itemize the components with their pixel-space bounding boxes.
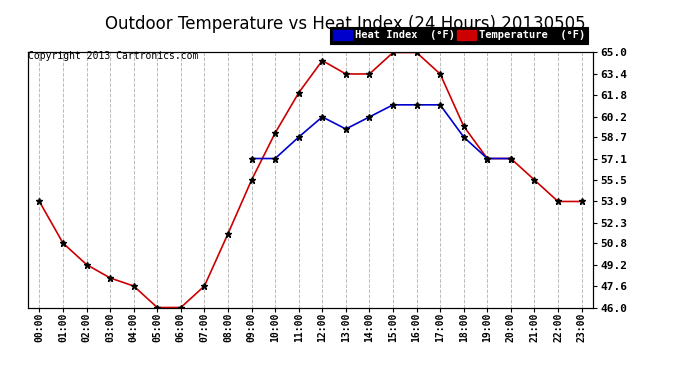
Text: Outdoor Temperature vs Heat Index (24 Hours) 20130505: Outdoor Temperature vs Heat Index (24 Ho… <box>105 15 585 33</box>
Text: Copyright 2013 Cartronics.com: Copyright 2013 Cartronics.com <box>28 51 198 61</box>
Legend: Heat Index  (°F), Temperature  (°F): Heat Index (°F), Temperature (°F) <box>330 27 588 44</box>
